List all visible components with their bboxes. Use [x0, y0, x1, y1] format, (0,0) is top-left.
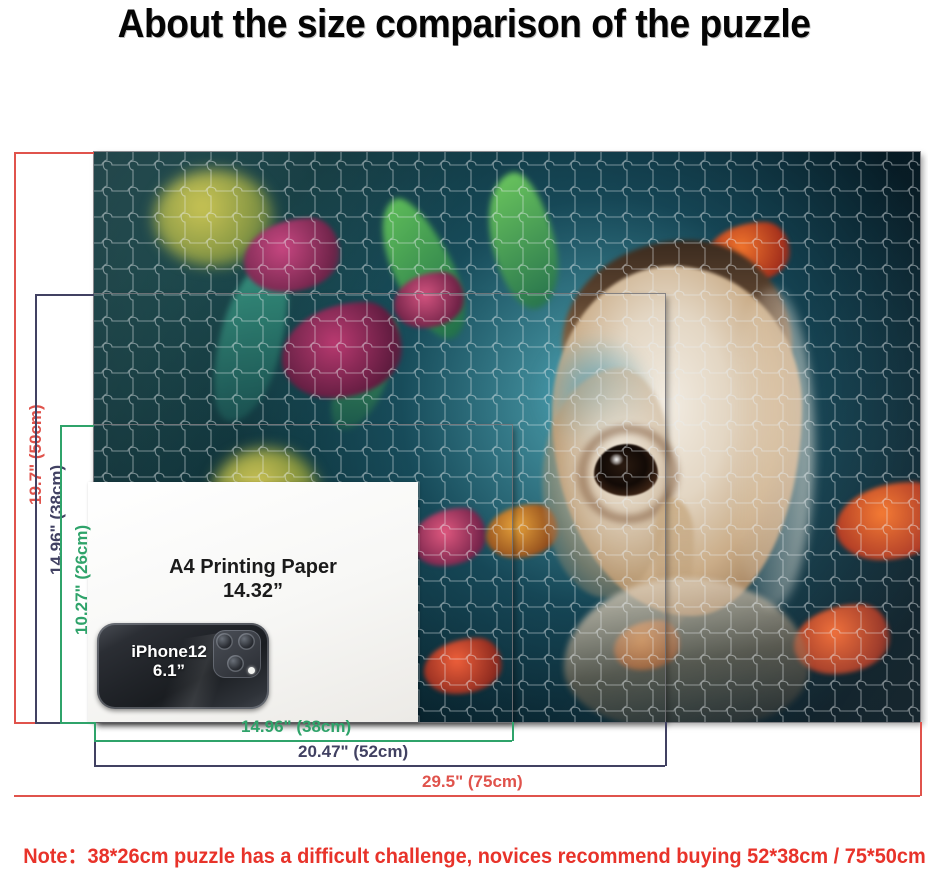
- camera-lens-icon: [216, 633, 233, 650]
- dimension-line-width-medium: [94, 765, 665, 767]
- artwork-owl: [534, 294, 665, 722]
- dimension-tick-large-top: [14, 152, 94, 154]
- dimension-line-height-large: [14, 152, 16, 724]
- a4-paper-label: A4 Printing Paper 14.32”: [88, 556, 418, 603]
- iphone-label: iPhone12 6.1”: [103, 642, 235, 681]
- camera-lens-icon: [238, 633, 255, 650]
- dimension-tick-medium-left: [94, 722, 96, 766]
- dimension-label-width-large: 29.5" (75cm): [422, 772, 523, 791]
- dimension-label-width-small: 14.96" (38cm): [241, 717, 352, 736]
- a4-paper-size: 14.32”: [222, 579, 284, 602]
- owl-rim-light: [730, 288, 814, 608]
- dimension-tick-small-right: [512, 722, 514, 741]
- dimension-tick-large-right: [920, 722, 922, 796]
- dimension-label-width-medium: 20.47" (52cm): [298, 742, 409, 761]
- note-text: Note：38*26cm puzzle has a difficult chal…: [23, 845, 926, 868]
- owl-eye: [594, 444, 658, 496]
- camera-lens-icon: [227, 655, 244, 672]
- dimension-line-width-small: [94, 740, 512, 742]
- dimension-tick-small-bottom: [60, 722, 94, 724]
- camera-flash-icon: [248, 667, 255, 674]
- dimension-tick-small-left: [94, 722, 96, 741]
- dimension-label-height-medium: 14.96" (38cm): [47, 464, 66, 575]
- iphone-reference: iPhone12 6.1”: [97, 623, 269, 709]
- owl-breast: [564, 578, 665, 722]
- page-title: About the size comparison of the puzzle: [117, 2, 811, 46]
- dimension-line-height-small: [60, 425, 62, 724]
- dimension-label-height-small: 10.27" (26cm): [72, 524, 91, 635]
- dimension-tick-small-top: [60, 425, 94, 427]
- a4-paper-name: A4 Printing Paper: [169, 556, 337, 578]
- iphone-name: iPhone12: [131, 642, 207, 661]
- iphone-size: 6.1”: [152, 661, 186, 681]
- dimension-line-width-large: [14, 795, 920, 797]
- phone-camera-module: [213, 630, 261, 678]
- dimension-tick-medium-right: [665, 722, 667, 766]
- dimension-line-height-medium: [35, 294, 37, 724]
- dimension-tick-medium-top: [35, 294, 94, 296]
